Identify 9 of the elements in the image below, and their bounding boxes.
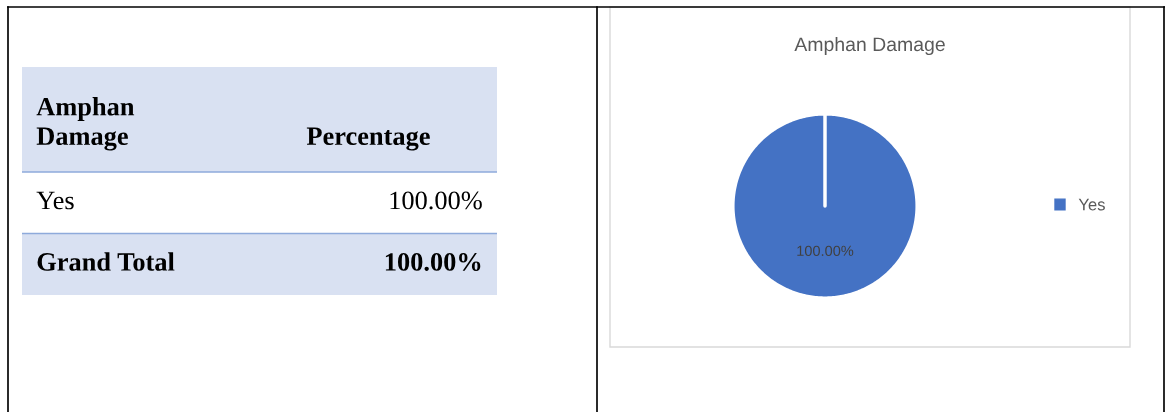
text: Percentage xyxy=(306,127,430,151)
text: 100.00% xyxy=(390,191,482,210)
text: Yes xyxy=(36,191,74,210)
data-label: 100.00% xyxy=(797,245,854,256)
text: Grand Total xyxy=(37,252,175,271)
text: Amphan Damage xyxy=(36,97,135,151)
text: 100.00% xyxy=(385,253,481,271)
chart-title: Amphan Damage xyxy=(794,36,945,56)
legend-label: Yes xyxy=(1078,198,1105,211)
